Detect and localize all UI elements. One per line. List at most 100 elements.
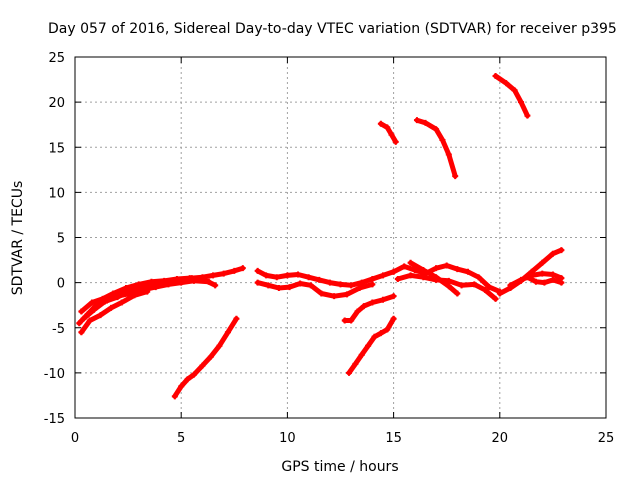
series-track-16 [496,247,565,297]
data-point [358,351,365,358]
data-point [420,274,427,281]
data-point [365,342,372,349]
data-point [439,137,446,144]
data-point [507,282,514,289]
series-track-15 [407,259,461,297]
data-point [275,285,282,292]
data-point [454,290,461,297]
data-point [492,295,499,302]
data-point [345,369,352,376]
data-point [384,326,391,333]
data-point [369,276,376,283]
data-point [352,360,359,367]
data-point [369,299,376,306]
data-point [165,281,172,288]
data-point [445,151,452,158]
data-point [212,282,219,289]
data-point [341,317,348,324]
data-point [394,276,401,283]
series-track-11 [413,117,459,180]
x-tick-label: 20 [492,431,509,446]
data-point [358,279,365,286]
data-point [558,279,565,286]
data-point [445,283,452,290]
data-point [481,286,488,293]
data-point [254,267,261,274]
data-point [210,272,217,279]
data-point [445,277,452,284]
data-point [216,342,223,349]
data-point [401,263,408,270]
data-point [390,268,397,275]
series-track-6 [254,267,397,289]
data-point [360,303,367,310]
y-tick-label: -15 [44,412,65,427]
series-track-5 [171,315,240,400]
data-point [286,284,293,291]
data-point [148,278,155,285]
data-point [80,315,87,322]
chart-title: Day 057 of 2016, Sidereal Day-to-day VTE… [48,21,617,37]
data-point [101,298,108,305]
data-point [539,259,546,266]
data-point [549,271,556,278]
data-point [354,308,361,315]
data-point [343,291,350,298]
data-point [433,265,440,272]
series-track-7 [254,279,376,300]
data-point [76,320,83,327]
data-point [503,80,510,87]
series-line [493,73,530,119]
data-point [97,312,104,319]
data-point [337,281,344,288]
y-tick-label: 0 [57,277,65,292]
data-point [265,282,272,289]
data-point [369,281,376,288]
series-track-4 [80,277,212,322]
data-point [471,281,478,288]
data-point [464,268,471,275]
series-track-3 [78,288,151,336]
data-point [496,290,503,297]
data-point [524,274,531,281]
x-tick-label: 15 [385,431,402,446]
data-point [316,276,323,283]
data-point [413,117,420,124]
data-point [518,276,525,283]
data-point [539,270,546,277]
data-point [190,371,197,378]
y-tick-label: 15 [48,141,65,156]
data-point [541,279,548,286]
data-point [392,138,399,145]
data-point [348,317,355,324]
data-point [78,308,85,315]
y-tick-label: 10 [48,186,65,201]
data-point [284,272,291,279]
data-point [205,278,212,285]
data-point [88,299,95,306]
series-line [378,121,399,145]
data-point [377,120,384,127]
y-tick-label: 20 [48,96,65,111]
data-point [379,296,386,303]
data-point [199,362,206,369]
data-point [86,317,93,324]
data-point [532,278,539,285]
x-tick-label: 25 [598,431,615,446]
data-point [178,279,185,286]
data-point [233,315,240,322]
data-point [122,285,129,292]
data-point [390,293,397,300]
data-point [135,281,142,288]
data-point [127,290,134,297]
data-point [118,299,125,306]
data-point [78,329,85,336]
x-tick-label: 5 [177,431,185,446]
data-point [152,284,159,291]
series-track-9 [345,315,397,376]
data-point [254,279,261,286]
data-point [492,72,499,79]
data-point [511,87,518,94]
data-point [207,353,214,360]
